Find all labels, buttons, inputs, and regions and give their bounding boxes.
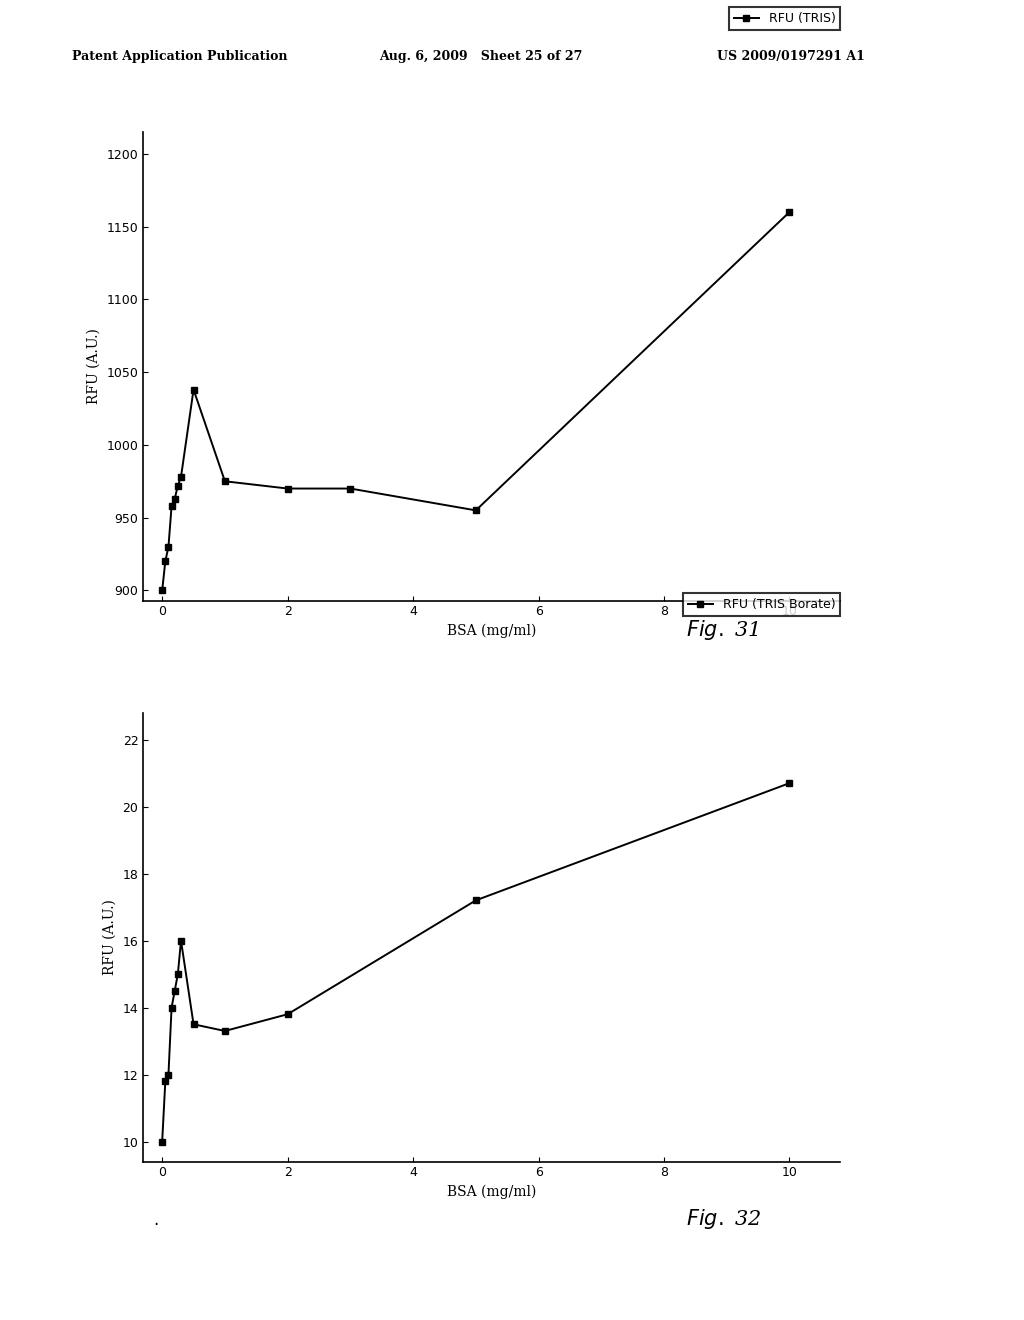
Text: Aug. 6, 2009   Sheet 25 of 27: Aug. 6, 2009 Sheet 25 of 27: [379, 50, 583, 63]
Text: US 2009/0197291 A1: US 2009/0197291 A1: [717, 50, 864, 63]
Y-axis label: RFU (A.U.): RFU (A.U.): [103, 899, 117, 975]
Text: Patent Application Publication: Patent Application Publication: [72, 50, 287, 63]
X-axis label: BSA (mg/ml): BSA (mg/ml): [446, 624, 537, 639]
Text: .: .: [154, 1210, 159, 1229]
Legend: RFU (TRIS): RFU (TRIS): [728, 7, 841, 30]
Text: $\it{Fig.}$ 31: $\it{Fig.}$ 31: [686, 618, 759, 643]
Text: $\it{Fig.}$ 32: $\it{Fig.}$ 32: [686, 1206, 762, 1232]
X-axis label: BSA (mg/ml): BSA (mg/ml): [446, 1185, 537, 1200]
Legend: RFU (TRIS Borate): RFU (TRIS Borate): [683, 594, 841, 616]
Y-axis label: RFU (A.U.): RFU (A.U.): [87, 329, 101, 404]
